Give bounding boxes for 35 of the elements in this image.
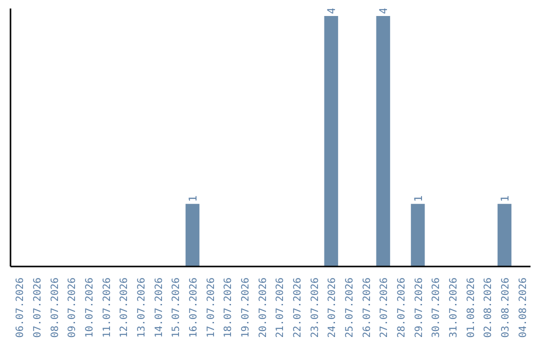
x-tick-label: 11.07.2026 [102, 277, 113, 338]
x-tick-label: 22.07.2026 [292, 277, 304, 338]
x-tick-label: 30.07.2026 [431, 277, 442, 338]
x-tick-label: 07.07.2026 [32, 277, 44, 338]
x-tick-label: 28.07.2026 [396, 277, 408, 338]
x-tick-label: 18.07.2026 [223, 277, 234, 338]
data-label: 1 [412, 195, 425, 202]
data-label: 1 [498, 195, 512, 202]
data-label: 1 [186, 195, 200, 202]
x-tick-label: 13.07.2026 [136, 277, 148, 338]
x-tick-label: 27.07.2026 [379, 277, 390, 338]
x-tick-label: 03.08.2026 [500, 277, 512, 338]
x-tick-label: 25.07.2026 [344, 277, 356, 338]
x-tick-label: 08.07.2026 [50, 277, 61, 338]
x-tick-label: 02.08.2026 [483, 277, 494, 338]
x-tick-label: 10.07.2026 [84, 277, 96, 338]
x-tick-label: 01.08.2026 [466, 277, 477, 338]
x-tick-label: 23.07.2026 [310, 277, 321, 338]
x-tick-label: 16.07.2026 [188, 277, 200, 338]
x-tick-label: 24.07.2026 [327, 277, 338, 338]
x-tick-label: 21.07.2026 [275, 277, 286, 338]
data-label: 4 [325, 8, 338, 14]
x-tick-label: 14.07.2026 [154, 277, 165, 338]
x-tick-label: 29.07.2026 [414, 277, 425, 338]
x-tick-label: 17.07.2026 [206, 277, 217, 338]
x-tick-label: 26.07.2026 [362, 277, 373, 338]
x-tick-label: 09.07.2026 [67, 277, 78, 338]
data-label: 4 [377, 8, 390, 14]
x-tick-label: 20.07.2026 [258, 277, 269, 338]
x-tick-label: 15.07.2026 [171, 277, 182, 338]
x-tick-label: 31.07.2026 [448, 277, 460, 338]
x-tick-label: 12.07.2026 [119, 277, 130, 338]
x-tick-label: 06.07.2026 [15, 277, 26, 338]
x-tick-label: 04.08.2026 [518, 277, 529, 338]
x-tick-label: 19.07.2026 [240, 277, 252, 338]
